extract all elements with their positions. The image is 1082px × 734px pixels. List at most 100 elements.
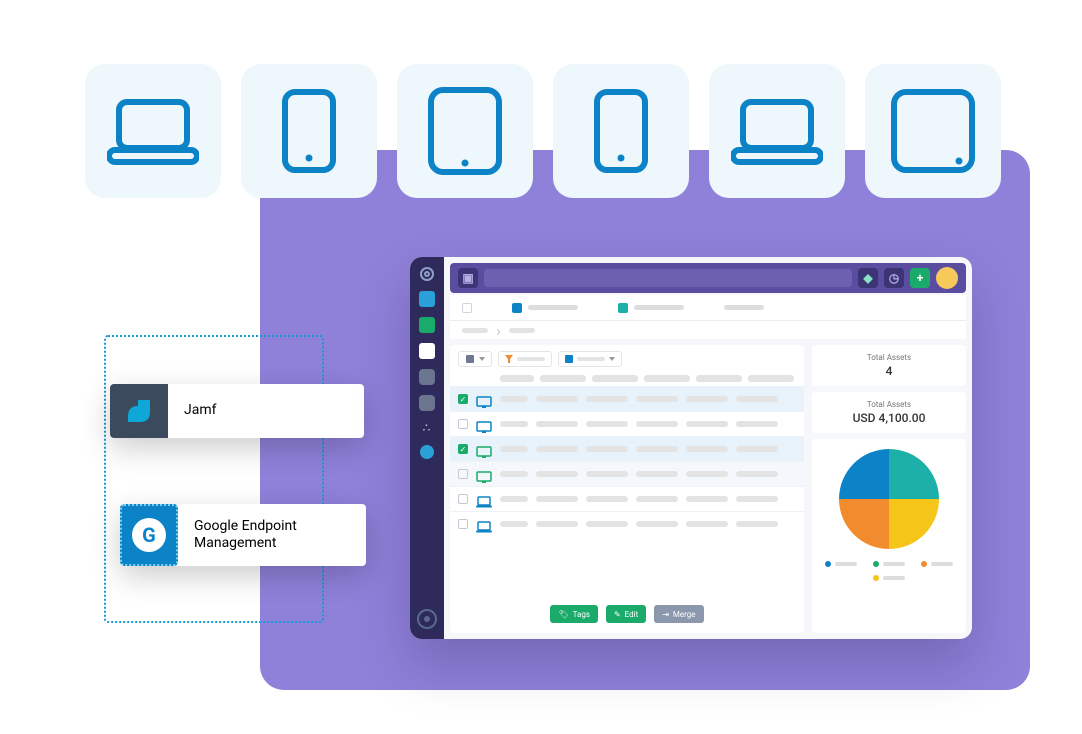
asset-table: 🏷Tags ✎Edit ⇥Merge — [450, 345, 804, 633]
device-row — [85, 64, 1001, 198]
device-tablet-icon — [865, 64, 1001, 198]
breadcrumb: › — [450, 321, 966, 339]
cell-placeholder — [536, 396, 578, 402]
cell-placeholder — [500, 396, 528, 402]
tab[interactable] — [512, 303, 578, 313]
table-row[interactable] — [450, 486, 804, 511]
jamf-icon — [110, 384, 168, 438]
tab-pin-icon[interactable] — [462, 303, 472, 313]
cell-placeholder — [636, 396, 678, 402]
device-phone-icon — [553, 64, 689, 198]
card-title: Total Assets — [822, 400, 956, 409]
legend-item — [873, 575, 905, 581]
cell-placeholder — [736, 521, 778, 527]
row-checkbox[interactable] — [458, 494, 468, 504]
table-row[interactable] — [450, 386, 804, 411]
integration-jamf[interactable]: Jamf — [110, 384, 364, 438]
row-checkbox[interactable] — [458, 394, 468, 404]
add-button[interactable]: + — [910, 268, 930, 288]
tab-active[interactable] — [618, 303, 684, 313]
row-checkbox[interactable] — [458, 519, 468, 529]
menu-button[interactable]: ▣ — [458, 268, 478, 288]
cell-placeholder — [500, 446, 528, 452]
cell-placeholder — [636, 496, 678, 502]
total-cost-card: Total Assets USD 4,100.00 — [812, 392, 966, 433]
tab-bar — [450, 295, 966, 321]
table-row[interactable] — [450, 411, 804, 436]
filter-button[interactable] — [498, 351, 552, 367]
cell-placeholder — [586, 396, 628, 402]
tab[interactable] — [724, 305, 764, 310]
monitor-icon — [476, 418, 492, 430]
tags-button[interactable]: 🏷Tags — [550, 605, 597, 623]
cell-placeholder — [686, 521, 728, 527]
cell-placeholder — [686, 446, 728, 452]
legend-item — [825, 561, 857, 567]
row-checkbox[interactable] — [458, 444, 468, 454]
table-row[interactable] — [450, 461, 804, 486]
nav-rail: ∴ — [410, 257, 444, 639]
pie-chart-card — [812, 439, 966, 633]
nav-item[interactable] — [420, 445, 434, 459]
cell-placeholder — [736, 421, 778, 427]
cell-placeholder — [636, 521, 678, 527]
cell-placeholder — [536, 521, 578, 527]
cell-placeholder — [586, 521, 628, 527]
device-laptop-icon — [85, 64, 221, 198]
cell-placeholder — [586, 446, 628, 452]
row-checkbox[interactable] — [458, 469, 468, 479]
pie-legend — [822, 561, 956, 581]
monitor-icon — [476, 468, 492, 480]
avatar[interactable] — [936, 267, 958, 289]
cell-placeholder — [736, 446, 778, 452]
nav-item[interactable] — [419, 317, 435, 333]
nav-item[interactable] — [419, 343, 435, 359]
cell-placeholder — [500, 471, 528, 477]
cell-placeholder — [536, 421, 578, 427]
dashboard-window: ∴ ▣ ◆ ◷ + › — [410, 257, 972, 639]
table-row[interactable] — [450, 511, 804, 536]
nav-item-more-icon[interactable]: ∴ — [423, 421, 432, 435]
google-endpoint-icon: G — [120, 504, 178, 566]
cell-placeholder — [586, 421, 628, 427]
cell-placeholder — [636, 421, 678, 427]
laptop-icon — [476, 518, 492, 530]
edit-button[interactable]: ✎Edit — [606, 605, 646, 623]
nav-item[interactable] — [419, 369, 435, 385]
integration-label: Jamf — [168, 384, 364, 438]
cell-placeholder — [736, 396, 778, 402]
monitor-icon — [476, 393, 492, 405]
cell-placeholder — [736, 496, 778, 502]
app-logo-icon[interactable] — [420, 267, 434, 281]
card-value: USD 4,100.00 — [822, 411, 956, 425]
laptop-icon — [476, 493, 492, 505]
cell-placeholder — [586, 496, 628, 502]
table-row[interactable] — [450, 436, 804, 461]
cell-placeholder — [686, 396, 728, 402]
cell-placeholder — [536, 446, 578, 452]
integrations-dotted-group — [104, 335, 324, 623]
pie-chart — [839, 449, 939, 549]
cell-placeholder — [686, 421, 728, 427]
cell-placeholder — [500, 521, 528, 527]
search-input[interactable] — [484, 269, 852, 287]
table-header — [450, 371, 804, 386]
device-tablet-icon — [397, 64, 533, 198]
cell-placeholder — [500, 421, 528, 427]
footer-logo-icon — [417, 609, 437, 629]
view-selector[interactable] — [458, 351, 492, 367]
cell-placeholder — [636, 471, 678, 477]
bulk-action-bar: 🏷Tags ✎Edit ⇥Merge — [450, 597, 804, 633]
topbar-button[interactable]: ◆ — [858, 268, 878, 288]
save-view-button[interactable] — [558, 351, 622, 367]
monitor-icon — [476, 443, 492, 455]
cell-placeholder — [686, 496, 728, 502]
nav-item[interactable] — [419, 291, 435, 307]
row-checkbox[interactable] — [458, 419, 468, 429]
topbar-button[interactable]: ◷ — [884, 268, 904, 288]
top-bar: ▣ ◆ ◷ + — [450, 263, 966, 293]
nav-item[interactable] — [419, 395, 435, 411]
merge-button[interactable]: ⇥Merge — [654, 605, 703, 623]
integration-google-endpoint[interactable]: G Google Endpoint Management — [120, 504, 366, 566]
side-panel: Total Assets 4 Total Assets USD 4,100.00 — [812, 345, 966, 633]
